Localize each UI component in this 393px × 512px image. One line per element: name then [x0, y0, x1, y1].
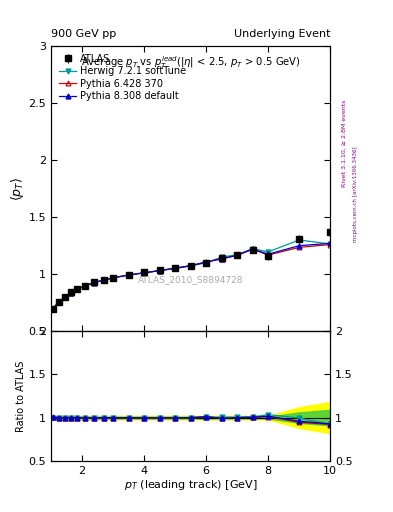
Pythia 8.308 default — [204, 259, 208, 265]
Herwig 7.2.1 softTune — [328, 241, 332, 247]
Pythia 6.428 370 — [328, 242, 332, 248]
Pythia 6.428 370 — [63, 294, 68, 300]
Y-axis label: $\langle p_T \rangle$: $\langle p_T \rangle$ — [9, 177, 26, 201]
Pythia 6.428 370 — [250, 246, 255, 252]
Pythia 8.308 default — [126, 272, 131, 278]
Pythia 8.308 default — [157, 268, 162, 274]
Pythia 6.428 370 — [297, 244, 301, 250]
Herwig 7.2.1 softTune — [92, 280, 97, 286]
Text: Rivet 3.1.10, ≥ 2.8M events: Rivet 3.1.10, ≥ 2.8M events — [342, 100, 346, 187]
Herwig 7.2.1 softTune — [101, 277, 106, 283]
Herwig 7.2.1 softTune — [250, 245, 255, 251]
Pythia 6.428 370 — [126, 272, 131, 278]
Line: Pythia 8.308 default: Pythia 8.308 default — [50, 241, 332, 311]
Herwig 7.2.1 softTune — [57, 299, 61, 305]
Herwig 7.2.1 softTune — [111, 275, 116, 281]
Text: mcplots.cern.ch [arXiv:1306.3436]: mcplots.cern.ch [arXiv:1306.3436] — [353, 147, 358, 242]
Pythia 8.308 default — [266, 251, 270, 258]
Herwig 7.2.1 softTune — [157, 268, 162, 274]
Herwig 7.2.1 softTune — [142, 270, 147, 276]
Pythia 6.428 370 — [111, 275, 116, 281]
Herwig 7.2.1 softTune — [83, 283, 88, 289]
Herwig 7.2.1 softTune — [188, 263, 193, 269]
Pythia 6.428 370 — [173, 265, 178, 271]
Pythia 6.428 370 — [57, 299, 61, 305]
Pythia 8.308 default — [75, 286, 80, 292]
Pythia 6.428 370 — [157, 267, 162, 273]
Pythia 6.428 370 — [204, 259, 208, 265]
Pythia 8.308 default — [83, 283, 88, 289]
X-axis label: $p_T$ (leading track) [GeV]: $p_T$ (leading track) [GeV] — [124, 478, 257, 493]
Pythia 8.308 default — [101, 277, 106, 283]
Herwig 7.2.1 softTune — [204, 260, 208, 266]
Pythia 8.308 default — [188, 263, 193, 269]
Pythia 6.428 370 — [75, 286, 80, 292]
Pythia 6.428 370 — [235, 252, 239, 259]
Line: Pythia 6.428 370: Pythia 6.428 370 — [50, 242, 332, 311]
Pythia 8.308 default — [235, 252, 239, 259]
Pythia 8.308 default — [50, 306, 55, 312]
Pythia 6.428 370 — [219, 255, 224, 262]
Pythia 6.428 370 — [69, 289, 73, 295]
Herwig 7.2.1 softTune — [266, 249, 270, 255]
Pythia 6.428 370 — [188, 263, 193, 269]
Herwig 7.2.1 softTune — [235, 252, 239, 258]
Line: Herwig 7.2.1 softTune: Herwig 7.2.1 softTune — [50, 238, 332, 311]
Pythia 6.428 370 — [142, 270, 147, 276]
Pythia 8.308 default — [69, 290, 73, 296]
Herwig 7.2.1 softTune — [173, 265, 178, 271]
Herwig 7.2.1 softTune — [126, 272, 131, 278]
Herwig 7.2.1 softTune — [69, 290, 73, 296]
Pythia 6.428 370 — [92, 280, 97, 286]
Pythia 6.428 370 — [50, 306, 55, 312]
Herwig 7.2.1 softTune — [75, 286, 80, 292]
Pythia 8.308 default — [111, 275, 116, 281]
Pythia 8.308 default — [219, 255, 224, 262]
Text: 900 GeV pp: 900 GeV pp — [51, 29, 116, 39]
Pythia 8.308 default — [297, 243, 301, 249]
Pythia 6.428 370 — [101, 277, 106, 283]
Legend: ATLAS, Herwig 7.2.1 softTune, Pythia 6.428 370, Pythia 8.308 default: ATLAS, Herwig 7.2.1 softTune, Pythia 6.4… — [56, 51, 189, 104]
Text: Underlying Event: Underlying Event — [233, 29, 330, 39]
Pythia 6.428 370 — [83, 283, 88, 289]
Pythia 6.428 370 — [266, 252, 270, 258]
Pythia 8.308 default — [328, 240, 332, 246]
Herwig 7.2.1 softTune — [63, 294, 68, 300]
Pythia 8.308 default — [250, 246, 255, 252]
Pythia 8.308 default — [92, 280, 97, 286]
Herwig 7.2.1 softTune — [50, 306, 55, 312]
Herwig 7.2.1 softTune — [219, 254, 224, 260]
Pythia 8.308 default — [173, 265, 178, 271]
Y-axis label: Ratio to ATLAS: Ratio to ATLAS — [16, 360, 26, 432]
Text: ATLAS_2010_S8894728: ATLAS_2010_S8894728 — [138, 275, 243, 284]
Pythia 8.308 default — [142, 270, 147, 276]
Pythia 8.308 default — [57, 299, 61, 305]
Text: Average $p_T$ vs $p_T^{lead}$(|$\eta$| < 2.5, $p_T$ > 0.5 GeV): Average $p_T$ vs $p_T^{lead}$(|$\eta$| <… — [81, 55, 301, 72]
Pythia 8.308 default — [63, 294, 68, 300]
Herwig 7.2.1 softTune — [297, 237, 301, 243]
